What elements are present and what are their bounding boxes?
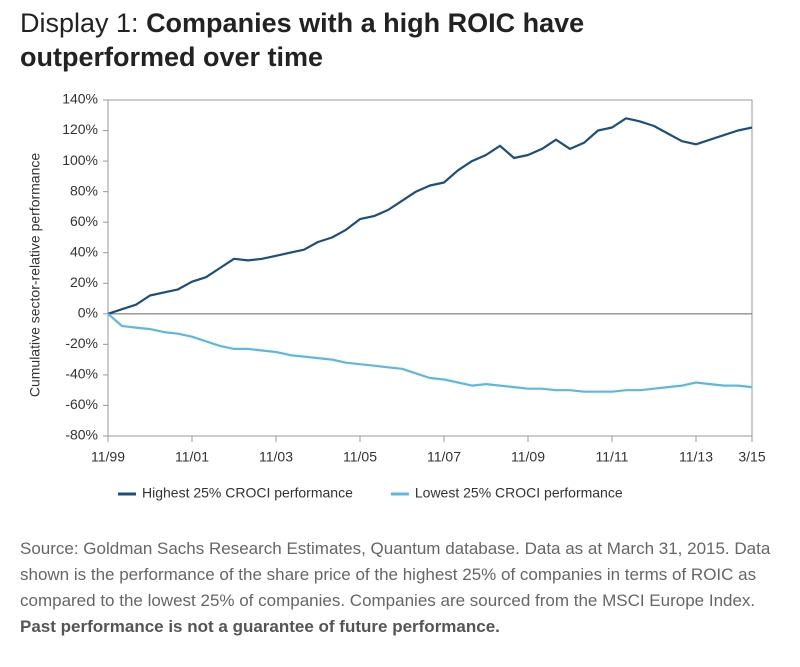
x-tick-label: 3/15 bbox=[738, 449, 765, 465]
x-tick-label: 11/09 bbox=[511, 449, 545, 465]
title-prefix: Display 1: bbox=[20, 8, 139, 38]
x-tick-label: 11/13 bbox=[679, 449, 713, 465]
x-tick-label: 11/03 bbox=[259, 449, 293, 465]
series-line bbox=[107, 117, 753, 315]
y-tick-label: -80% bbox=[65, 427, 98, 443]
y-tick-label: 120% bbox=[62, 121, 98, 137]
x-tick-label: 11/07 bbox=[427, 449, 461, 465]
y-tick-label: 60% bbox=[70, 213, 98, 229]
y-tick-label: -60% bbox=[65, 396, 98, 412]
y-tick-label: 0% bbox=[78, 305, 98, 321]
y-tick-label: 40% bbox=[70, 243, 98, 259]
chart-title: Companies with a high ROIC have outperfo… bbox=[20, 8, 585, 72]
y-tick-label: 100% bbox=[62, 152, 98, 168]
title-block: Display 1: Companies with a high ROIC ha… bbox=[20, 6, 620, 74]
source-text: Source: Goldman Sachs Research Estimates… bbox=[20, 539, 771, 610]
y-axis-label: Cumulative sector-relative performance bbox=[27, 153, 43, 398]
source-bold: Past performance is not a guarantee of f… bbox=[20, 617, 500, 636]
plot-frame bbox=[107, 99, 753, 437]
x-tick-label: 11/01 bbox=[175, 449, 209, 465]
x-tick-label: 11/11 bbox=[596, 449, 629, 465]
y-tick-label: -20% bbox=[65, 335, 98, 351]
y-tick-label: 80% bbox=[70, 182, 98, 198]
source-note: Source: Goldman Sachs Research Estimates… bbox=[20, 536, 780, 640]
y-tick-label: 140% bbox=[62, 91, 98, 107]
series-line bbox=[107, 312, 753, 393]
y-tick-label: -40% bbox=[65, 366, 98, 382]
y-tick-label: 20% bbox=[70, 274, 98, 290]
chart: Cumulative sector-relative performance -… bbox=[27, 91, 766, 501]
legend-label: Lowest 25% CROCI performance bbox=[415, 485, 623, 501]
x-tick-label: 11/99 bbox=[91, 449, 125, 465]
x-tick-label: 11/05 bbox=[343, 449, 377, 465]
legend-label: Highest 25% CROCI performance bbox=[142, 485, 353, 501]
